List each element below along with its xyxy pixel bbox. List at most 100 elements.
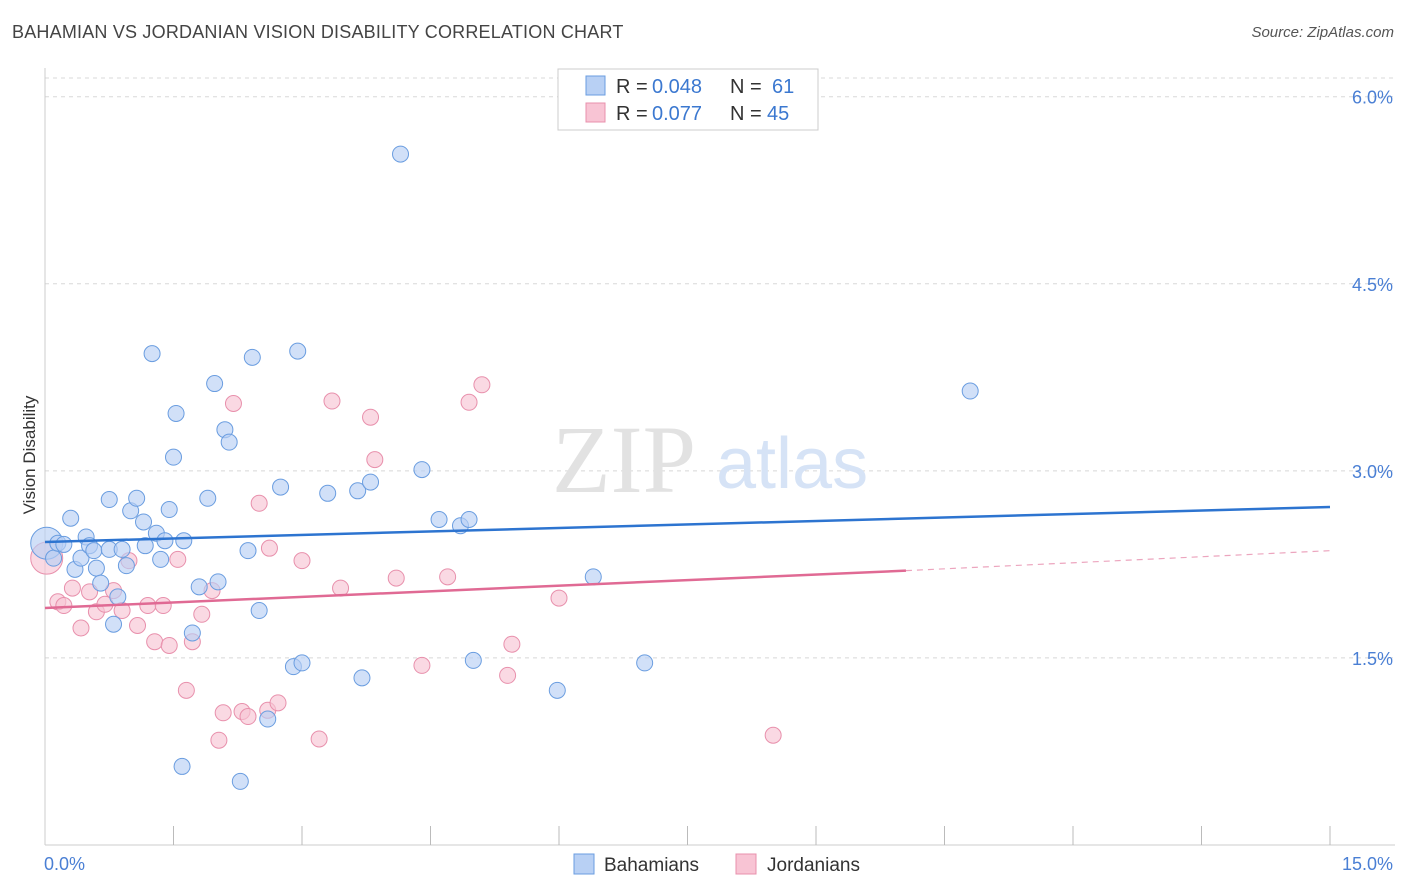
jordanian-point [72, 619, 90, 637]
jordanian-point [499, 666, 517, 684]
bahamian-point [175, 532, 193, 550]
jordanians-points [30, 376, 782, 749]
jordanian-point [239, 708, 257, 726]
bahamian-point [259, 710, 277, 728]
trend-lines [44, 505, 1331, 610]
bahamian-point [113, 540, 131, 558]
bahamian-point [430, 510, 448, 528]
legend-r-value-2: 0.077 [652, 103, 702, 125]
jordanian-point [81, 583, 99, 601]
bahamian-point [206, 375, 224, 393]
bahamian-point [209, 573, 227, 591]
y-tick-label: 1.5% [1352, 649, 1393, 669]
x-tick-label-max: 15.0% [1342, 854, 1393, 874]
bahamian-point [243, 348, 261, 366]
jordanian-point [193, 605, 211, 623]
jordanian-point [63, 579, 81, 597]
jordanian-point [154, 597, 172, 615]
bahamian-point [156, 532, 174, 550]
bahamian-point [362, 473, 380, 491]
bahamian-point [319, 484, 337, 502]
jordanians-trend-line [44, 569, 907, 610]
bahamian-point [239, 542, 257, 560]
jordanian-point [177, 681, 195, 699]
bahamian-point [87, 559, 105, 577]
jordanian-point [169, 550, 187, 568]
jordanian-point [146, 633, 164, 651]
bottom-legend-swatch-bahamians [573, 853, 595, 875]
y-tick-label: 4.5% [1352, 275, 1393, 295]
chart-title: BAHAMIAN VS JORDANIAN VISION DISABILITY … [12, 22, 624, 42]
bahamian-point [85, 542, 103, 560]
bahamian-point [62, 509, 80, 527]
chart-source: Source: ZipAtlas.com [1251, 24, 1394, 41]
jordanian-point [503, 635, 521, 653]
bottom-legend-label-jordanians: Jordanians [767, 855, 860, 876]
bahamian-point [72, 549, 90, 567]
zipatlas-watermark: ZIP atlas [552, 406, 868, 513]
jordanian-point [210, 731, 228, 749]
bahamian-point [293, 654, 311, 672]
bottom-legend-label-bahamians: Bahamians [604, 855, 699, 876]
watermark-atlas: atlas [716, 424, 868, 504]
bahamian-point [548, 681, 566, 699]
legend-r-label-2: R = [616, 103, 648, 125]
bahamian-point [220, 433, 238, 451]
bahamian-point [190, 578, 208, 596]
bahamian-point [392, 145, 410, 163]
bahamian-point [135, 513, 153, 531]
bahamian-point [250, 602, 268, 620]
jordanian-point [224, 395, 242, 413]
jordanian-point [387, 569, 405, 587]
legend-r-label-1: R = [616, 76, 648, 98]
legend-n-value-2: 45 [767, 103, 789, 125]
bahamian-point [272, 478, 290, 496]
jordanian-point [139, 597, 157, 615]
jordanian-point [55, 597, 73, 615]
bahamian-point [413, 461, 431, 479]
bahamian-point [55, 535, 73, 553]
bahamian-point [231, 772, 249, 790]
jordanian-point [160, 636, 178, 654]
jordanian-point [362, 408, 380, 426]
y-axis-label: Vision Disability [20, 395, 39, 514]
axes [44, 68, 1395, 846]
legend-n-label-2: N = [730, 103, 762, 125]
jordanian-point [764, 726, 782, 744]
bahamian-point [152, 550, 170, 568]
tick-labels: 1.5% 3.0% 4.5% 6.0% 0.0% 15.0% [44, 88, 1393, 874]
bahamian-point [961, 382, 979, 400]
bahamian-point [92, 574, 110, 592]
jordanian-point [269, 694, 287, 712]
bahamian-point [105, 615, 123, 633]
bahamian-point [349, 482, 367, 500]
bahamian-point [136, 537, 154, 555]
grid-lines [45, 77, 1395, 659]
bahamian-point [199, 489, 217, 507]
jordanian-point [293, 552, 311, 570]
legend-swatch-jordanians [585, 102, 606, 123]
bahamians-points [30, 145, 979, 790]
jordanian-point [473, 376, 491, 394]
bottom-legend: Bahamians Jordanians [573, 853, 860, 876]
bahamian-point [165, 448, 182, 466]
jordanian-point [260, 539, 278, 557]
bahamian-point [353, 669, 371, 687]
jordanian-point [214, 704, 232, 722]
bahamians-trend-line [44, 505, 1331, 544]
legend-n-value-1: 61 [772, 76, 794, 98]
bahamian-point [460, 510, 478, 528]
bahamian-point [128, 489, 146, 507]
bahamian-point [167, 404, 185, 422]
watermark-zip: ZIP [552, 406, 696, 513]
bahamian-point [636, 654, 654, 672]
jordanian-point [550, 589, 568, 607]
jordanian-point [129, 617, 147, 635]
x-tick-label-min: 0.0% [44, 854, 85, 874]
jordanian-point [323, 392, 341, 410]
jordanian-point [366, 451, 384, 469]
bahamian-point [464, 651, 482, 669]
bahamian-point [160, 501, 178, 519]
bahamian-point [117, 557, 135, 575]
